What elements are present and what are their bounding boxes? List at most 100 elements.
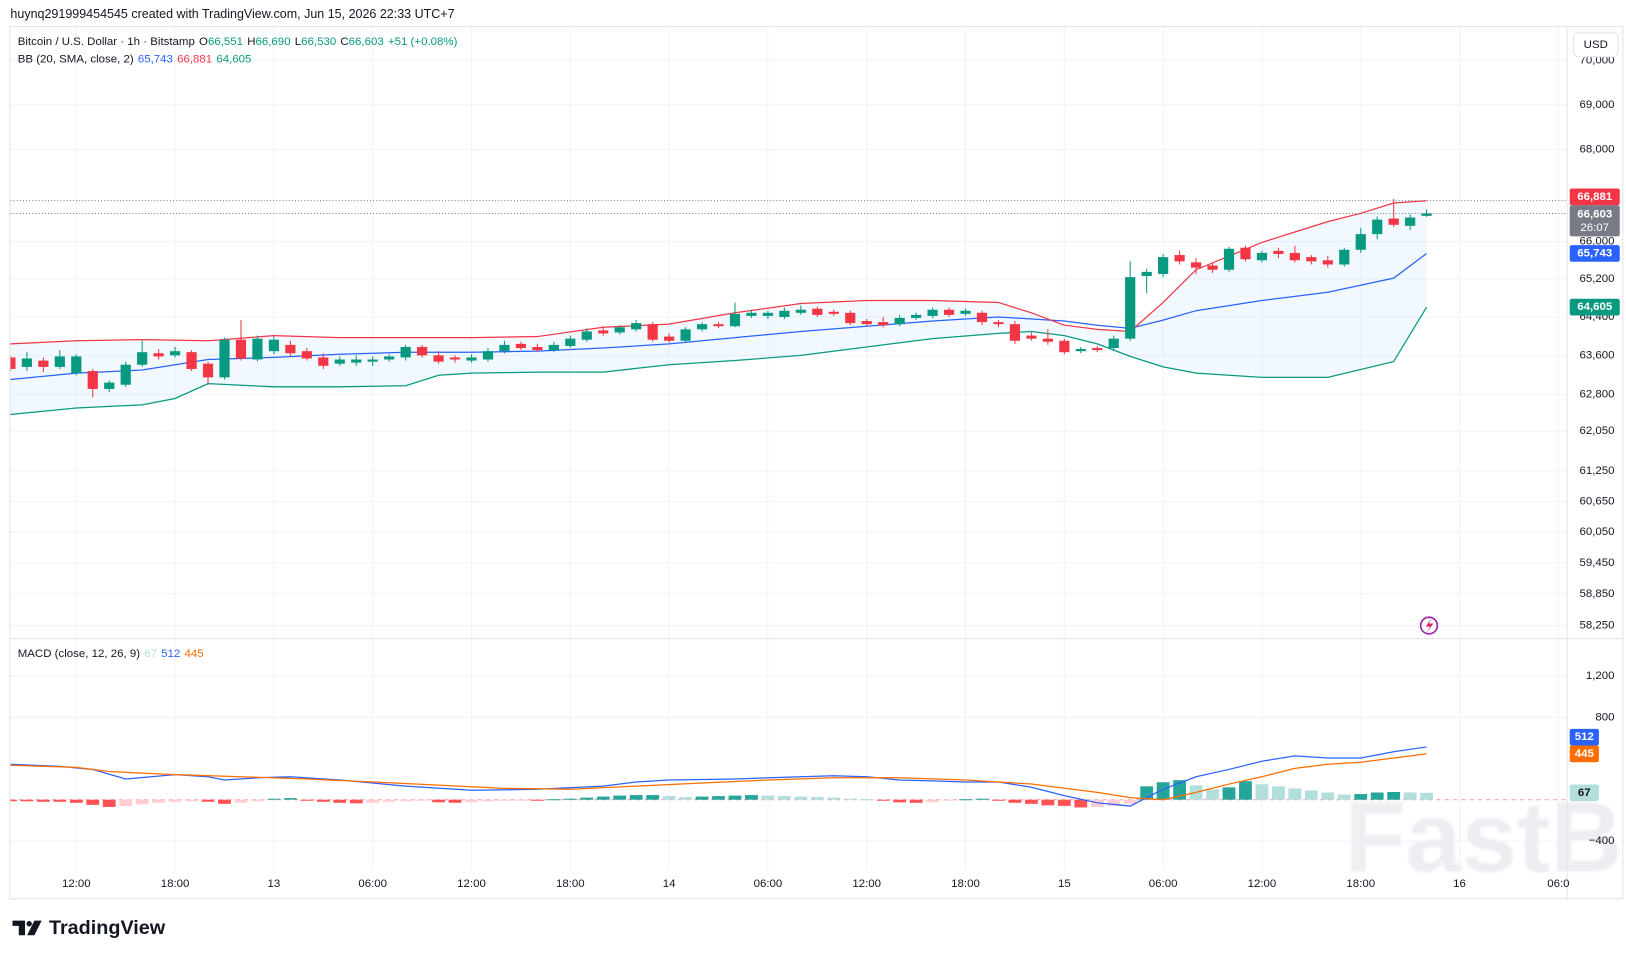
macd-tag: [1569, 728, 1599, 746]
candle-body: [285, 344, 296, 354]
bb-title: BB (20, SMA, close, 2): [17, 53, 134, 66]
histogram-bar: [1321, 792, 1335, 800]
magic-icon[interactable]: [1419, 616, 1439, 635]
histogram-bar: [415, 799, 429, 801]
x-tick-label: 12:00: [852, 878, 881, 890]
macd-title: MACD (close, 12, 26, 9): [17, 647, 141, 660]
candle-body: [235, 339, 247, 359]
icon-ring[interactable]: [1419, 616, 1439, 635]
candle-body: [647, 324, 658, 340]
ohlc-value: 66,690: [255, 35, 291, 48]
candle-body: [1125, 277, 1136, 339]
y-tick-label: 800: [1595, 711, 1614, 723]
price-tag: [1569, 205, 1620, 237]
candle-body: [976, 312, 988, 323]
y-tick-label: 60,050: [1580, 526, 1615, 538]
histogram-bar: [1206, 789, 1219, 800]
histogram-bar: [1123, 799, 1137, 804]
candle-body: [417, 346, 428, 356]
ohlc-key: C: [340, 35, 349, 48]
macd-legend: MACD (close, 12, 26, 9) 67 512 445: [18, 646, 208, 661]
x-tick-label: 06:00: [754, 878, 783, 890]
ohlc-key: H: [247, 35, 256, 48]
candle-body: [1190, 262, 1202, 268]
macd-value: 512: [161, 647, 181, 660]
logo-v: [27, 920, 42, 936]
axes: 12:00 18:00 13 06:00 12:00 18:00 14 06:00 12:00 1…: [62, 55, 1620, 890]
candle-body: [1322, 260, 1333, 265]
candle-body: [927, 309, 938, 316]
histogram-bar: [251, 799, 264, 802]
histogram-bar: [20, 799, 34, 802]
x-tick-label: 15: [1058, 878, 1071, 890]
histogram-bar: [580, 797, 594, 800]
histogram-bar: [810, 797, 824, 800]
x-tick-label: 18:00: [556, 878, 585, 890]
candle-body: [1174, 255, 1185, 262]
candle-body: [993, 322, 1004, 325]
brand: TradingView: [49, 917, 166, 939]
histogram-bar: [563, 798, 577, 800]
icon-bolt[interactable]: [1425, 618, 1434, 633]
candle-body: [104, 382, 115, 389]
histogram-bar: [267, 798, 281, 800]
histogram-bar: [1354, 794, 1368, 800]
histogram-bar: [1304, 790, 1318, 800]
histogram-bar: [349, 799, 363, 804]
histogram-bar: [679, 797, 693, 800]
symbol-title: Bitcoin / U.S. Dollar · 1h · Bitstamp: [17, 35, 195, 48]
candle-body: [21, 358, 32, 367]
candle-body: [696, 324, 708, 330]
candle-body: [960, 310, 971, 314]
histogram-bar: [530, 799, 544, 801]
y-tick-label: 59,450: [1580, 557, 1615, 569]
candle-body: [631, 323, 642, 330]
histogram-bar: [168, 799, 182, 802]
histogram-bar: [86, 799, 100, 805]
price-tag: [1569, 188, 1620, 206]
currency[interactable]: USD: [1584, 39, 1608, 51]
candle-body: [713, 324, 724, 327]
candle-body: [861, 321, 872, 325]
histogram-bar: [432, 799, 445, 803]
countdown: 26:07: [1580, 222, 1609, 234]
ohlc-value: 66,603: [348, 35, 384, 48]
price-tag-label: 66,881: [1577, 191, 1613, 203]
histogram-bar: [728, 795, 742, 800]
macd-line: [10, 746, 1427, 807]
ohlc-key: L: [294, 35, 302, 48]
macd-value: 67: [144, 647, 157, 660]
histogram-bar: [1008, 799, 1022, 803]
histogram-bar: [1024, 799, 1038, 804]
watermark: FastBull: [1345, 782, 1626, 894]
histogram-bar: [1403, 792, 1417, 800]
x-tick-label: 12:00: [62, 878, 91, 890]
histogram-bar: [10, 799, 17, 802]
currency-button[interactable]: [1572, 32, 1619, 58]
histogram-bar: [761, 795, 775, 800]
candle-body: [482, 351, 494, 360]
x-tick-label: 18:00: [161, 878, 190, 890]
candle-body: [202, 363, 214, 378]
price-pane: [10, 198, 1567, 416]
price-tag-label: 65,743: [1577, 247, 1612, 259]
histogram-bar: [712, 796, 725, 800]
macd-tag-label: 445: [1575, 748, 1595, 760]
y-tick-label: 63,600: [1580, 349, 1615, 361]
candle-body: [762, 312, 774, 316]
histogram-bar: [975, 798, 989, 800]
histogram-bar: [1370, 792, 1384, 800]
histogram-bar: [1288, 788, 1302, 800]
candle-body: [795, 309, 806, 313]
histogram-bar: [465, 799, 478, 803]
candle-body: [400, 346, 411, 358]
histogram-bar: [942, 799, 956, 801]
frame: [9, 26, 1624, 900]
logo-dot: [26, 921, 32, 927]
histogram-bar: [36, 799, 50, 802]
y-tick-label: 66,000: [1580, 235, 1615, 247]
tv-logo: [12, 920, 42, 936]
histogram-bar: [283, 798, 297, 800]
